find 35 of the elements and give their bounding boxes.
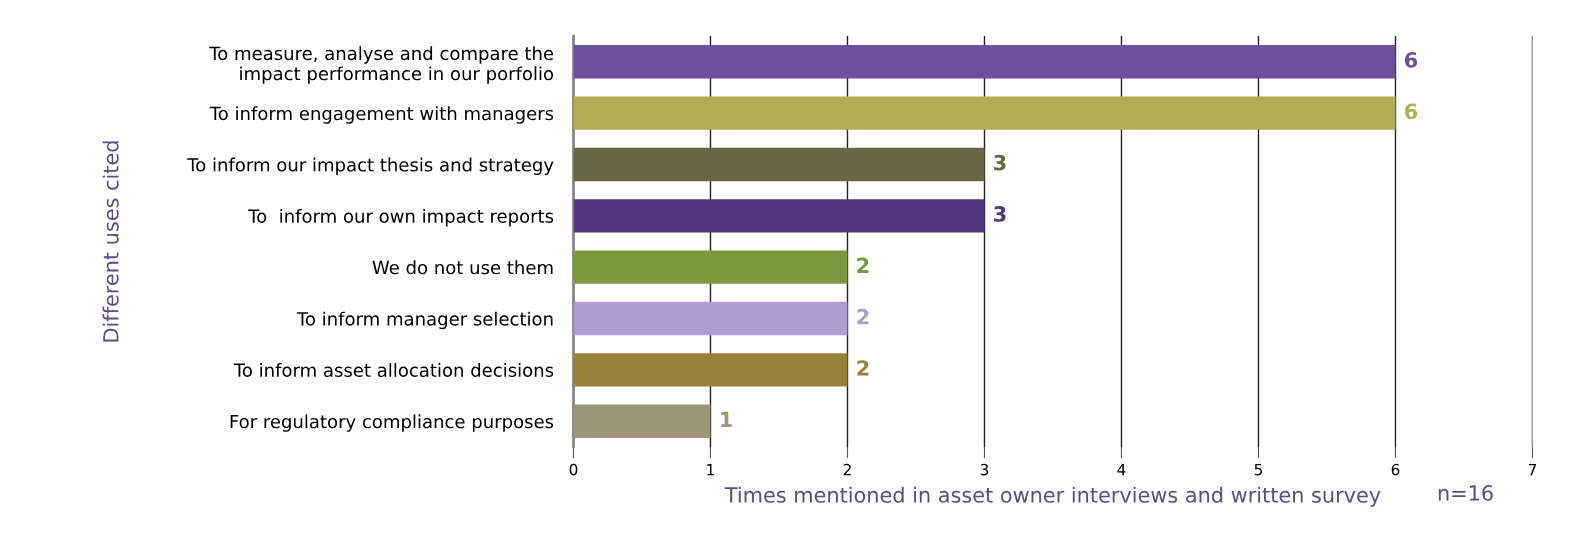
data-label: 6 xyxy=(1404,103,1418,120)
y-tick-label: For regulatory compliance purposes xyxy=(230,414,554,432)
y-tick-label: To inform our own impact reports xyxy=(248,208,554,227)
bar xyxy=(573,404,711,438)
data-label: 2 xyxy=(857,360,869,376)
bar xyxy=(573,45,1396,79)
data-label: 2 xyxy=(857,308,869,325)
x-tick-label: 3 xyxy=(980,463,989,476)
x-tick-label: 4 xyxy=(1117,464,1126,476)
y-tick-label: To measure, analyse and compare the impact performance in our porfolio xyxy=(209,46,554,84)
y-tick-label: To inform asset allocation decisions xyxy=(233,363,554,377)
bar xyxy=(573,147,985,182)
data-label: 2 xyxy=(857,257,869,273)
x-tick-label: 5 xyxy=(1254,464,1262,476)
data-label: 1 xyxy=(721,411,732,427)
bar xyxy=(573,250,848,284)
y-tick-label: To inform our impact thesis and strategy xyxy=(187,157,554,176)
data-label: 3 xyxy=(994,206,1006,222)
data-label: 3 xyxy=(994,154,1006,171)
y-tick-label: We do not use them xyxy=(372,260,553,275)
x-tick-label: 1 xyxy=(707,464,714,476)
y-tick-label: To inform manager selection xyxy=(296,311,553,330)
y-axis-title: Different uses cited xyxy=(102,141,119,342)
bar xyxy=(573,301,848,336)
x-tick-label: 6 xyxy=(1391,463,1400,476)
x-tick-label: 0 xyxy=(569,463,578,476)
x-axis-title: Times mentioned in asset owner interviews and written survey xyxy=(724,486,1381,507)
x-tick-label: 2 xyxy=(843,463,851,476)
x-tick-label: 7 xyxy=(1528,464,1537,476)
text: n=16 xyxy=(1438,485,1493,501)
y-tick-label: To inform engagement with managers xyxy=(209,106,554,124)
bar xyxy=(573,199,985,233)
bar xyxy=(573,96,1396,130)
bar xyxy=(573,353,848,387)
data-label: 6 xyxy=(1404,52,1418,68)
